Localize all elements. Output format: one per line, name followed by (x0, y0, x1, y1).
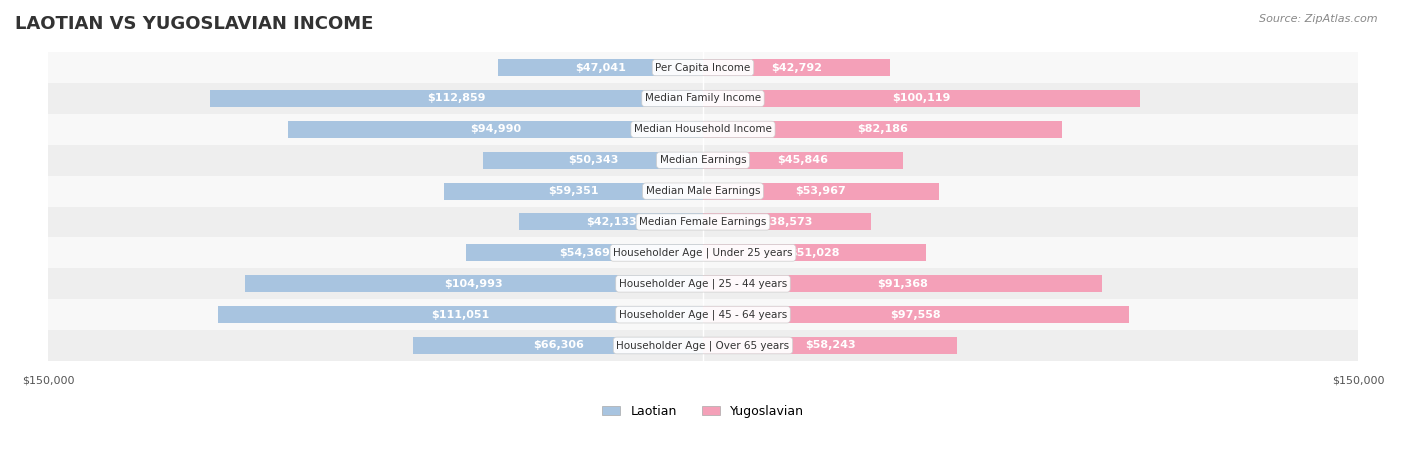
Bar (245, 275, 703, 292)
Text: $66,306: $66,306 (533, 340, 583, 350)
Text: $38,573: $38,573 (762, 217, 813, 227)
Text: $112,859: $112,859 (427, 93, 486, 104)
Bar (444, 183, 703, 199)
Bar (48, 330, 1358, 361)
Bar (48, 145, 1358, 176)
Bar (703, 183, 939, 199)
Bar (48, 299, 1358, 330)
Text: $58,243: $58,243 (804, 340, 855, 350)
Text: $94,990: $94,990 (470, 124, 522, 134)
Bar (48, 176, 1358, 206)
Bar (211, 90, 703, 107)
Bar (48, 237, 1358, 268)
Text: $111,051: $111,051 (432, 310, 489, 319)
Bar (703, 152, 903, 169)
Text: $100,119: $100,119 (893, 93, 950, 104)
Text: $59,351: $59,351 (548, 186, 599, 196)
Bar (465, 244, 703, 262)
Bar (498, 59, 703, 76)
Text: $91,368: $91,368 (877, 279, 928, 289)
Bar (703, 244, 925, 262)
Text: Householder Age | 25 - 44 years: Householder Age | 25 - 44 years (619, 278, 787, 289)
Text: $45,846: $45,846 (778, 155, 828, 165)
Text: $42,792: $42,792 (770, 63, 823, 72)
Bar (703, 337, 957, 354)
Bar (703, 59, 890, 76)
Text: Householder Age | 45 - 64 years: Householder Age | 45 - 64 years (619, 309, 787, 320)
Text: Median Male Earnings: Median Male Earnings (645, 186, 761, 196)
Text: Median Family Income: Median Family Income (645, 93, 761, 104)
Legend: Laotian, Yugoslavian: Laotian, Yugoslavian (596, 400, 810, 423)
Text: $47,041: $47,041 (575, 63, 626, 72)
Text: Householder Age | Over 65 years: Householder Age | Over 65 years (616, 340, 790, 351)
Text: $97,558: $97,558 (890, 310, 941, 319)
Bar (288, 121, 703, 138)
Bar (703, 275, 1102, 292)
Text: $104,993: $104,993 (444, 279, 503, 289)
Bar (703, 213, 872, 230)
Text: Source: ZipAtlas.com: Source: ZipAtlas.com (1260, 14, 1378, 24)
Text: Median Household Income: Median Household Income (634, 124, 772, 134)
Bar (703, 306, 1129, 323)
Bar (48, 114, 1358, 145)
Text: Householder Age | Under 25 years: Householder Age | Under 25 years (613, 248, 793, 258)
Text: Median Female Earnings: Median Female Earnings (640, 217, 766, 227)
Bar (519, 213, 703, 230)
Bar (48, 52, 1358, 83)
Bar (48, 268, 1358, 299)
Bar (48, 206, 1358, 237)
Text: Median Earnings: Median Earnings (659, 155, 747, 165)
Text: $50,343: $50,343 (568, 155, 619, 165)
Text: Per Capita Income: Per Capita Income (655, 63, 751, 72)
Bar (413, 337, 703, 354)
Text: $51,028: $51,028 (789, 248, 839, 258)
Bar (218, 306, 703, 323)
Text: $42,133: $42,133 (586, 217, 637, 227)
Bar (48, 83, 1358, 114)
Text: $53,967: $53,967 (796, 186, 846, 196)
Text: $54,369: $54,369 (558, 248, 610, 258)
Text: $82,186: $82,186 (858, 124, 908, 134)
Bar (703, 121, 1062, 138)
Text: LAOTIAN VS YUGOSLAVIAN INCOME: LAOTIAN VS YUGOSLAVIAN INCOME (15, 15, 374, 33)
Bar (484, 152, 703, 169)
Bar (703, 90, 1140, 107)
